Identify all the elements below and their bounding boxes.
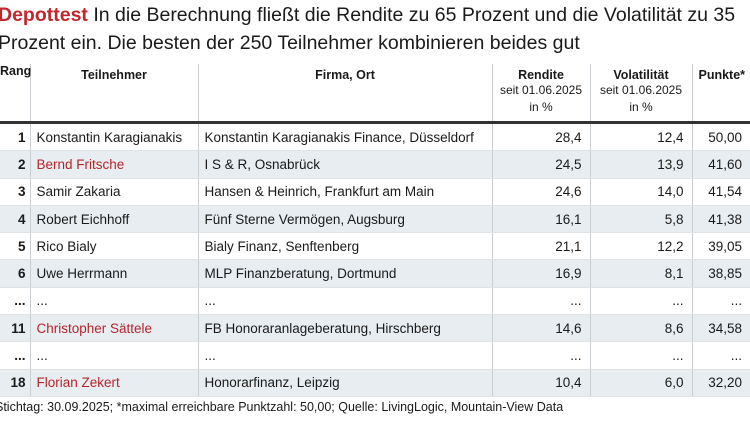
table-cell: 5 [0,232,30,261]
table-cell: 10,4 [491,369,590,397]
table-cell: 13,9 [589,150,692,179]
table-cell: 2 [0,150,30,179]
table-cell: Florian Zekert [29,369,198,397]
table-cell: ... [197,287,492,316]
table-cell: 14,6 [491,314,590,343]
column-sublabel: in % [629,100,653,114]
table-cell: 41,60 [691,150,750,179]
column-sublabel: seit 01.06.2025 [599,83,683,97]
table-cell: I S & R, Osnabrück [197,150,492,179]
table-cell: ... [0,287,30,316]
column-label: Rang [0,64,32,78]
table-cell: Konstantin Karagianakis [29,122,198,152]
table-cell: 12,2 [589,232,692,261]
column-header: Punkte* [691,64,750,124]
column-header: Firma, Ort [197,64,492,124]
column-label: Firma, Ort [315,68,375,82]
table-row: .................. [0,287,750,316]
table-cell: ... [691,287,750,316]
table-row: 6 Uwe Herrmann MLP Finanzberatung, Dortmun… [0,259,750,288]
column-header: Volatilität seit 01.06.2025 in % [589,64,692,124]
header-row: Rang Teilnehmer Firma, Ort Rendite seit 01.0… [0,64,750,124]
table-cell: 32,20 [691,369,750,397]
table-cell: MLP Finanzberatung, Dortmund [197,259,492,288]
table-cell: Honorarfinanz, Leipzig [197,369,492,397]
table-cell: ... [491,287,590,316]
column-label: Teilnehmer [81,68,147,82]
table-cell: ... [491,341,590,370]
table-row: 4 Robert Eichhoff Fünf Sterne Vermögen, Au… [0,205,750,234]
table-body: 1 Konstantin Karagianakis Konstantin Karag… [0,122,750,397]
table-cell: FB Honoraranlageberatung, Hirschberg [197,314,492,343]
table-cell: 4 [0,205,30,234]
column-sublabel: in % [529,100,553,114]
table-cell: 21,1 [491,232,590,261]
table-cell: Uwe Herrmann [29,259,198,288]
table-cell: Bernd Fritsche [29,150,198,179]
table-cell: 12,4 [589,122,692,152]
table-cell: ... [197,341,492,370]
table-cell: ... [589,341,692,370]
table-row: 3 Samir Zakaria Hansen & Heinrich, Frankfu… [0,178,750,206]
table-row: 2 Bernd Fritsche I S & R, Osnabrück 24,5 13,… [0,150,750,179]
table-cell: Bialy Finanz, Senftenberg [197,232,492,261]
kicker: Depottest [0,4,88,26]
table-cell: 18 [0,369,30,397]
table-cell: 8,1 [589,259,692,288]
table-cell: 50,00 [691,122,750,152]
table-cell: ... [589,287,692,316]
table-cell: 16,1 [491,205,590,234]
footnote: Stichtag: 30.09.2025; *maximal erreichba… [0,400,564,414]
table-cell: 39,05 [691,232,750,261]
table-row: 11 Christopher Sättele FB Honoraranlageber… [0,314,750,343]
table-row: .................. [0,341,750,370]
table-cell: 6 [0,259,30,288]
table-row: 1 Konstantin Karagianakis Konstantin Karag… [0,122,750,152]
results-table: Rang Teilnehmer Firma, Ort Rendite seit 01.0… [0,64,750,397]
table-cell: 11 [0,314,30,343]
table-cell: 24,5 [491,150,590,179]
table-cell: Fünf Sterne Vermögen, Augsburg [197,205,492,234]
table-cell: 41,54 [691,178,750,206]
column-label: Volatilität [613,68,669,82]
table-cell: 34,58 [691,314,750,343]
table-cell: 8,6 [589,314,692,343]
table-cell: 5,8 [589,205,692,234]
table-cell: Hansen & Heinrich, Frankfurt am Main [197,178,492,206]
title: In die Berechnung fließt die Rendite zu … [0,4,736,54]
table-cell: 14,0 [589,178,692,206]
table-cell: ... [29,287,198,316]
table-cell: ... [29,341,198,370]
column-header: Rang [0,64,32,124]
table-cell: ... [691,341,750,370]
table-cell: Christopher Sättele [29,314,198,343]
table-cell: Konstantin Karagianakis Finance, Düsseld… [197,122,492,152]
table-cell: 3 [0,178,30,206]
column-header: Rendite seit 01.06.2025 in % [491,64,590,124]
table-cell: 24,6 [491,178,590,206]
table-cell: 41,38 [691,205,750,234]
table-cell: 6,0 [589,369,692,397]
column-header: Teilnehmer [29,64,198,124]
table-cell: 38,85 [691,259,750,288]
table-row: 5 Rico Bialy Bialy Finanz, Senftenberg 21,1… [0,232,750,261]
headline: Depottest In die Berechnung fließt die R… [0,1,750,57]
column-sublabel: seit 01.06.2025 [499,83,583,97]
table-cell: 16,9 [491,259,590,288]
column-label: Punkte* [698,68,746,82]
table-cell: ... [0,341,30,370]
table-cell: Samir Zakaria [29,178,198,206]
table-row: 18 Florian Zekert Honorarfinanz, Leipzig 10… [0,369,750,397]
table-cell: Robert Eichhoff [29,205,198,234]
table-cell: 1 [0,122,30,152]
table-cell: Rico Bialy [29,232,198,261]
table-cell: 28,4 [491,122,590,152]
column-label: Rendite [518,68,564,82]
